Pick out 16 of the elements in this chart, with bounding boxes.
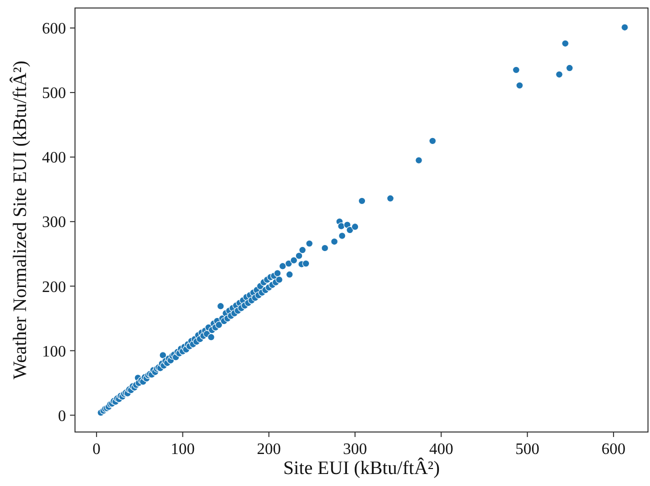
y-tick-label: 200 — [42, 278, 66, 296]
y-tick-label: 0 — [58, 408, 66, 425]
y-tick-label: 500 — [42, 85, 66, 102]
x-tick-label: 500 — [515, 441, 540, 458]
y-tick-label: 400 — [42, 150, 66, 167]
x-tick-label: 300 — [343, 441, 368, 458]
y-tick-label: 300 — [42, 214, 66, 232]
x-tick-label: 400 — [429, 441, 454, 458]
x-tick-label: 200 — [256, 441, 281, 458]
x-tick-label: 0 — [92, 441, 101, 458]
x-tick-label: 600 — [602, 441, 626, 458]
y-tick-label: 100 — [42, 343, 66, 360]
y-tick-label: 600 — [42, 20, 66, 38]
x-tick-label: 100 — [170, 441, 195, 458]
x-axis-title: Site EUI (kBtu/ftÂ²) — [283, 457, 440, 479]
y-axis-title: Weather Normalized Site EUI (kBtu/ftÂ²) — [9, 60, 31, 380]
